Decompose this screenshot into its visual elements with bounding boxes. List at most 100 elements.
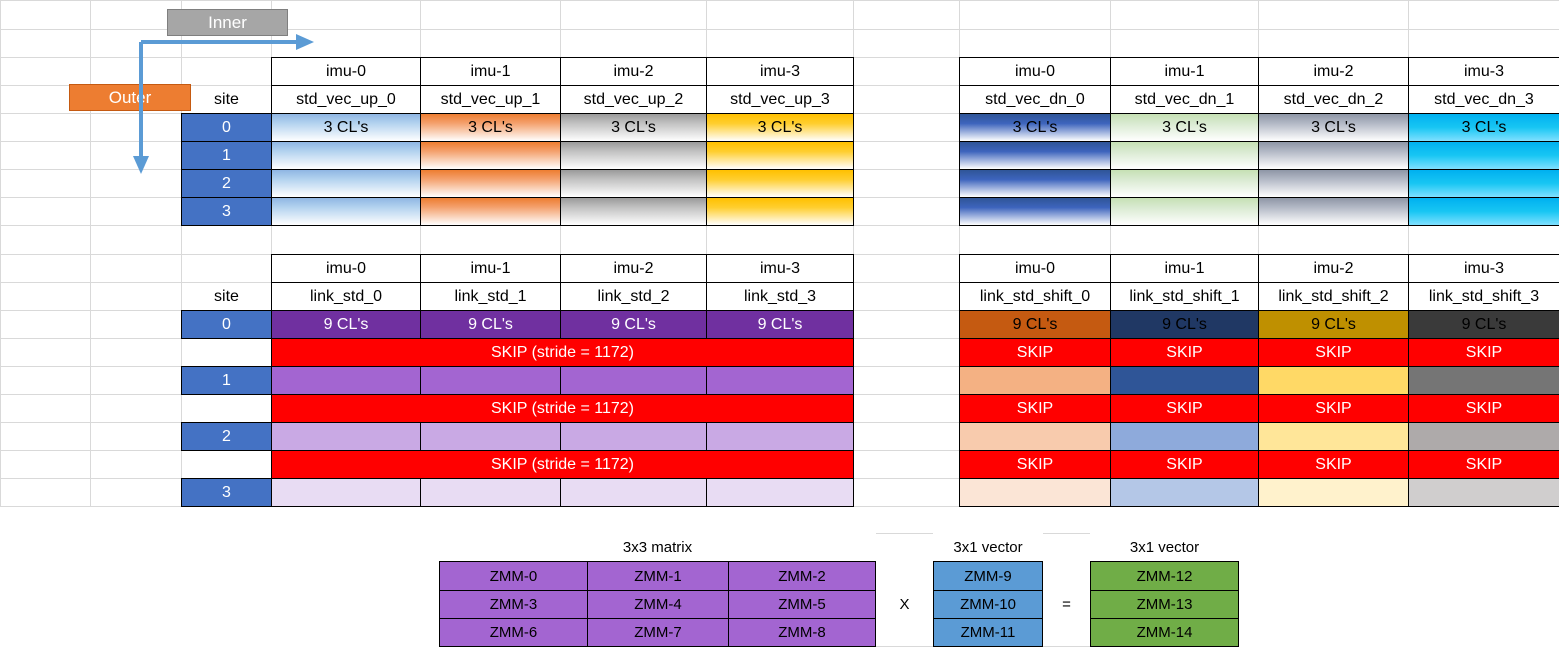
link-shift-cell	[1110, 422, 1259, 451]
matrix-cell: ZMM-7	[587, 618, 729, 647]
link-std-cell	[271, 366, 421, 395]
vec-up-cell	[420, 141, 561, 170]
vec-up-cell	[560, 197, 707, 226]
vec-up-cl-cell: 3 CL's	[271, 113, 421, 142]
gridline-vertical	[560, 0, 561, 506]
link-std-cl-cell: 9 CL's	[420, 310, 561, 339]
link-shift-cell	[1110, 366, 1259, 395]
matrix-cell: ZMM-1	[587, 561, 729, 591]
link-shift-skip-cell: SKIP	[959, 450, 1111, 479]
link-shift-skip-cell: SKIP	[1110, 450, 1259, 479]
link-shift-cl-cell: 9 CL's	[1408, 310, 1559, 339]
vec-up-imu-header: imu-2	[560, 57, 707, 86]
gridline-vertical	[1408, 0, 1409, 506]
inner-label: Inner	[167, 9, 288, 36]
link-std-cl-cell: 9 CL's	[271, 310, 421, 339]
vec-up-cell	[271, 141, 421, 170]
link-shift-skip-cell: SKIP	[1408, 394, 1559, 423]
vec-up-cl-cell: 3 CL's	[560, 113, 707, 142]
link-shift-name: link_std_shift_2	[1258, 282, 1409, 311]
vec-dn-cl-cell: 3 CL's	[959, 113, 1111, 142]
link-std-imu-header: imu-0	[271, 254, 421, 283]
matrix-cell: ZMM-3	[439, 590, 588, 619]
site-header: site	[214, 90, 239, 108]
vec-dn-cell	[1258, 141, 1409, 170]
gridline-horizontal	[0, 29, 1559, 30]
link-std-cell	[706, 478, 854, 507]
vec-up-name: std_vec_up_3	[706, 85, 854, 114]
vec-dn-name: std_vec_dn_0	[959, 85, 1111, 114]
link-shift-cell	[1258, 478, 1409, 507]
matrix-cell: ZMM-6	[439, 618, 588, 647]
gridline-vertical	[853, 0, 854, 506]
matrix-cell: ZMM-8	[728, 618, 876, 647]
vec-dn-imu-header: imu-1	[1110, 57, 1259, 86]
link-shift-cell	[1408, 478, 1559, 507]
vec-dn-imu-header: imu-3	[1408, 57, 1559, 86]
site-number: 0	[181, 310, 272, 339]
vec-out-cell: ZMM-12	[1090, 561, 1239, 591]
link-shift-cl-cell: 9 CL's	[959, 310, 1111, 339]
link-std-cell	[560, 422, 707, 451]
link-std-skip-bar: SKIP (stride = 1172)	[271, 394, 854, 423]
link-shift-skip-cell: SKIP	[1258, 394, 1409, 423]
vec-up-cl-cell: 3 CL's	[420, 113, 561, 142]
site-number: 1	[181, 366, 272, 395]
vec-up-cell	[420, 169, 561, 198]
site-number: 1	[181, 141, 272, 170]
vec-up-cell	[560, 141, 707, 170]
matrix-cell: ZMM-5	[728, 590, 876, 619]
gridline-vertical	[706, 0, 707, 506]
link-shift-imu-header: imu-2	[1258, 254, 1409, 283]
vec-dn-name: std_vec_dn_1	[1110, 85, 1259, 114]
vec-in-cell: ZMM-10	[933, 590, 1043, 619]
vec-dn-cl-cell: 3 CL's	[1408, 113, 1559, 142]
link-std-imu-header: imu-2	[560, 254, 707, 283]
link-std-cell	[560, 366, 707, 395]
gridline-vertical	[959, 0, 960, 506]
gridline-vertical	[181, 0, 182, 506]
equals-operator: =	[1062, 596, 1071, 613]
site-number: 2	[181, 169, 272, 198]
vec-in-title: 3x1 vector	[933, 533, 1043, 562]
gridline-vertical	[0, 0, 1, 506]
site-number: 2	[181, 422, 272, 451]
vec-dn-cell	[959, 197, 1111, 226]
vec-up-cell	[271, 169, 421, 198]
link-shift-cell	[1258, 366, 1409, 395]
link-shift-cl-cell: 9 CL's	[1110, 310, 1259, 339]
vec-dn-cell	[1258, 169, 1409, 198]
site-number: 3	[181, 478, 272, 507]
vec-up-cell	[706, 169, 854, 198]
link-std-name: link_std_3	[706, 282, 854, 311]
vec-up-cl-cell: 3 CL's	[706, 113, 854, 142]
site-number: 3	[181, 197, 272, 226]
vec-up-cell	[560, 169, 707, 198]
link-std-cell	[706, 422, 854, 451]
vec-in-cell: ZMM-11	[933, 618, 1043, 647]
link-shift-name: link_std_shift_1	[1110, 282, 1259, 311]
link-shift-skip-cell: SKIP	[959, 394, 1111, 423]
link-shift-cell	[959, 422, 1111, 451]
site-header: site	[214, 287, 239, 305]
gridline-vertical	[1110, 0, 1111, 506]
vec-dn-imu-header: imu-0	[959, 57, 1111, 86]
vec-up-imu-header: imu-1	[420, 57, 561, 86]
link-std-name: link_std_2	[560, 282, 707, 311]
link-std-cl-cell: 9 CL's	[560, 310, 707, 339]
link-shift-cell	[1258, 422, 1409, 451]
vec-dn-cell	[1408, 169, 1559, 198]
vec-up-name: std_vec_up_0	[271, 85, 421, 114]
vec-dn-name: std_vec_dn_3	[1408, 85, 1559, 114]
link-std-imu-header: imu-1	[420, 254, 561, 283]
link-std-cell	[420, 478, 561, 507]
outer-label: Outer	[69, 84, 191, 111]
link-shift-cell	[959, 478, 1111, 507]
link-shift-skip-cell: SKIP	[1408, 450, 1559, 479]
link-shift-skip-cell: SKIP	[959, 338, 1111, 367]
link-shift-skip-cell: SKIP	[1110, 338, 1259, 367]
vec-dn-cell	[1110, 197, 1259, 226]
gridline-vertical	[90, 0, 91, 506]
vec-dn-cell	[1408, 197, 1559, 226]
vec-out-title: 3x1 vector	[1090, 533, 1239, 562]
